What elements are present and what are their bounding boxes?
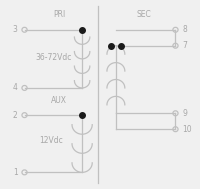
Text: 36-72Vdc: 36-72Vdc [35, 53, 72, 62]
Text: 10: 10 [182, 125, 192, 134]
Text: 8: 8 [182, 25, 187, 34]
Text: PRI: PRI [53, 10, 65, 19]
Text: SEC: SEC [136, 10, 151, 19]
Text: 12Vdc: 12Vdc [39, 136, 63, 145]
Text: 1: 1 [13, 168, 18, 177]
Text: 3: 3 [13, 25, 18, 34]
Text: 2: 2 [13, 111, 18, 120]
Text: 7: 7 [182, 41, 187, 50]
Text: 9: 9 [182, 109, 187, 118]
Text: AUX: AUX [51, 96, 67, 105]
Text: 4: 4 [13, 83, 18, 92]
